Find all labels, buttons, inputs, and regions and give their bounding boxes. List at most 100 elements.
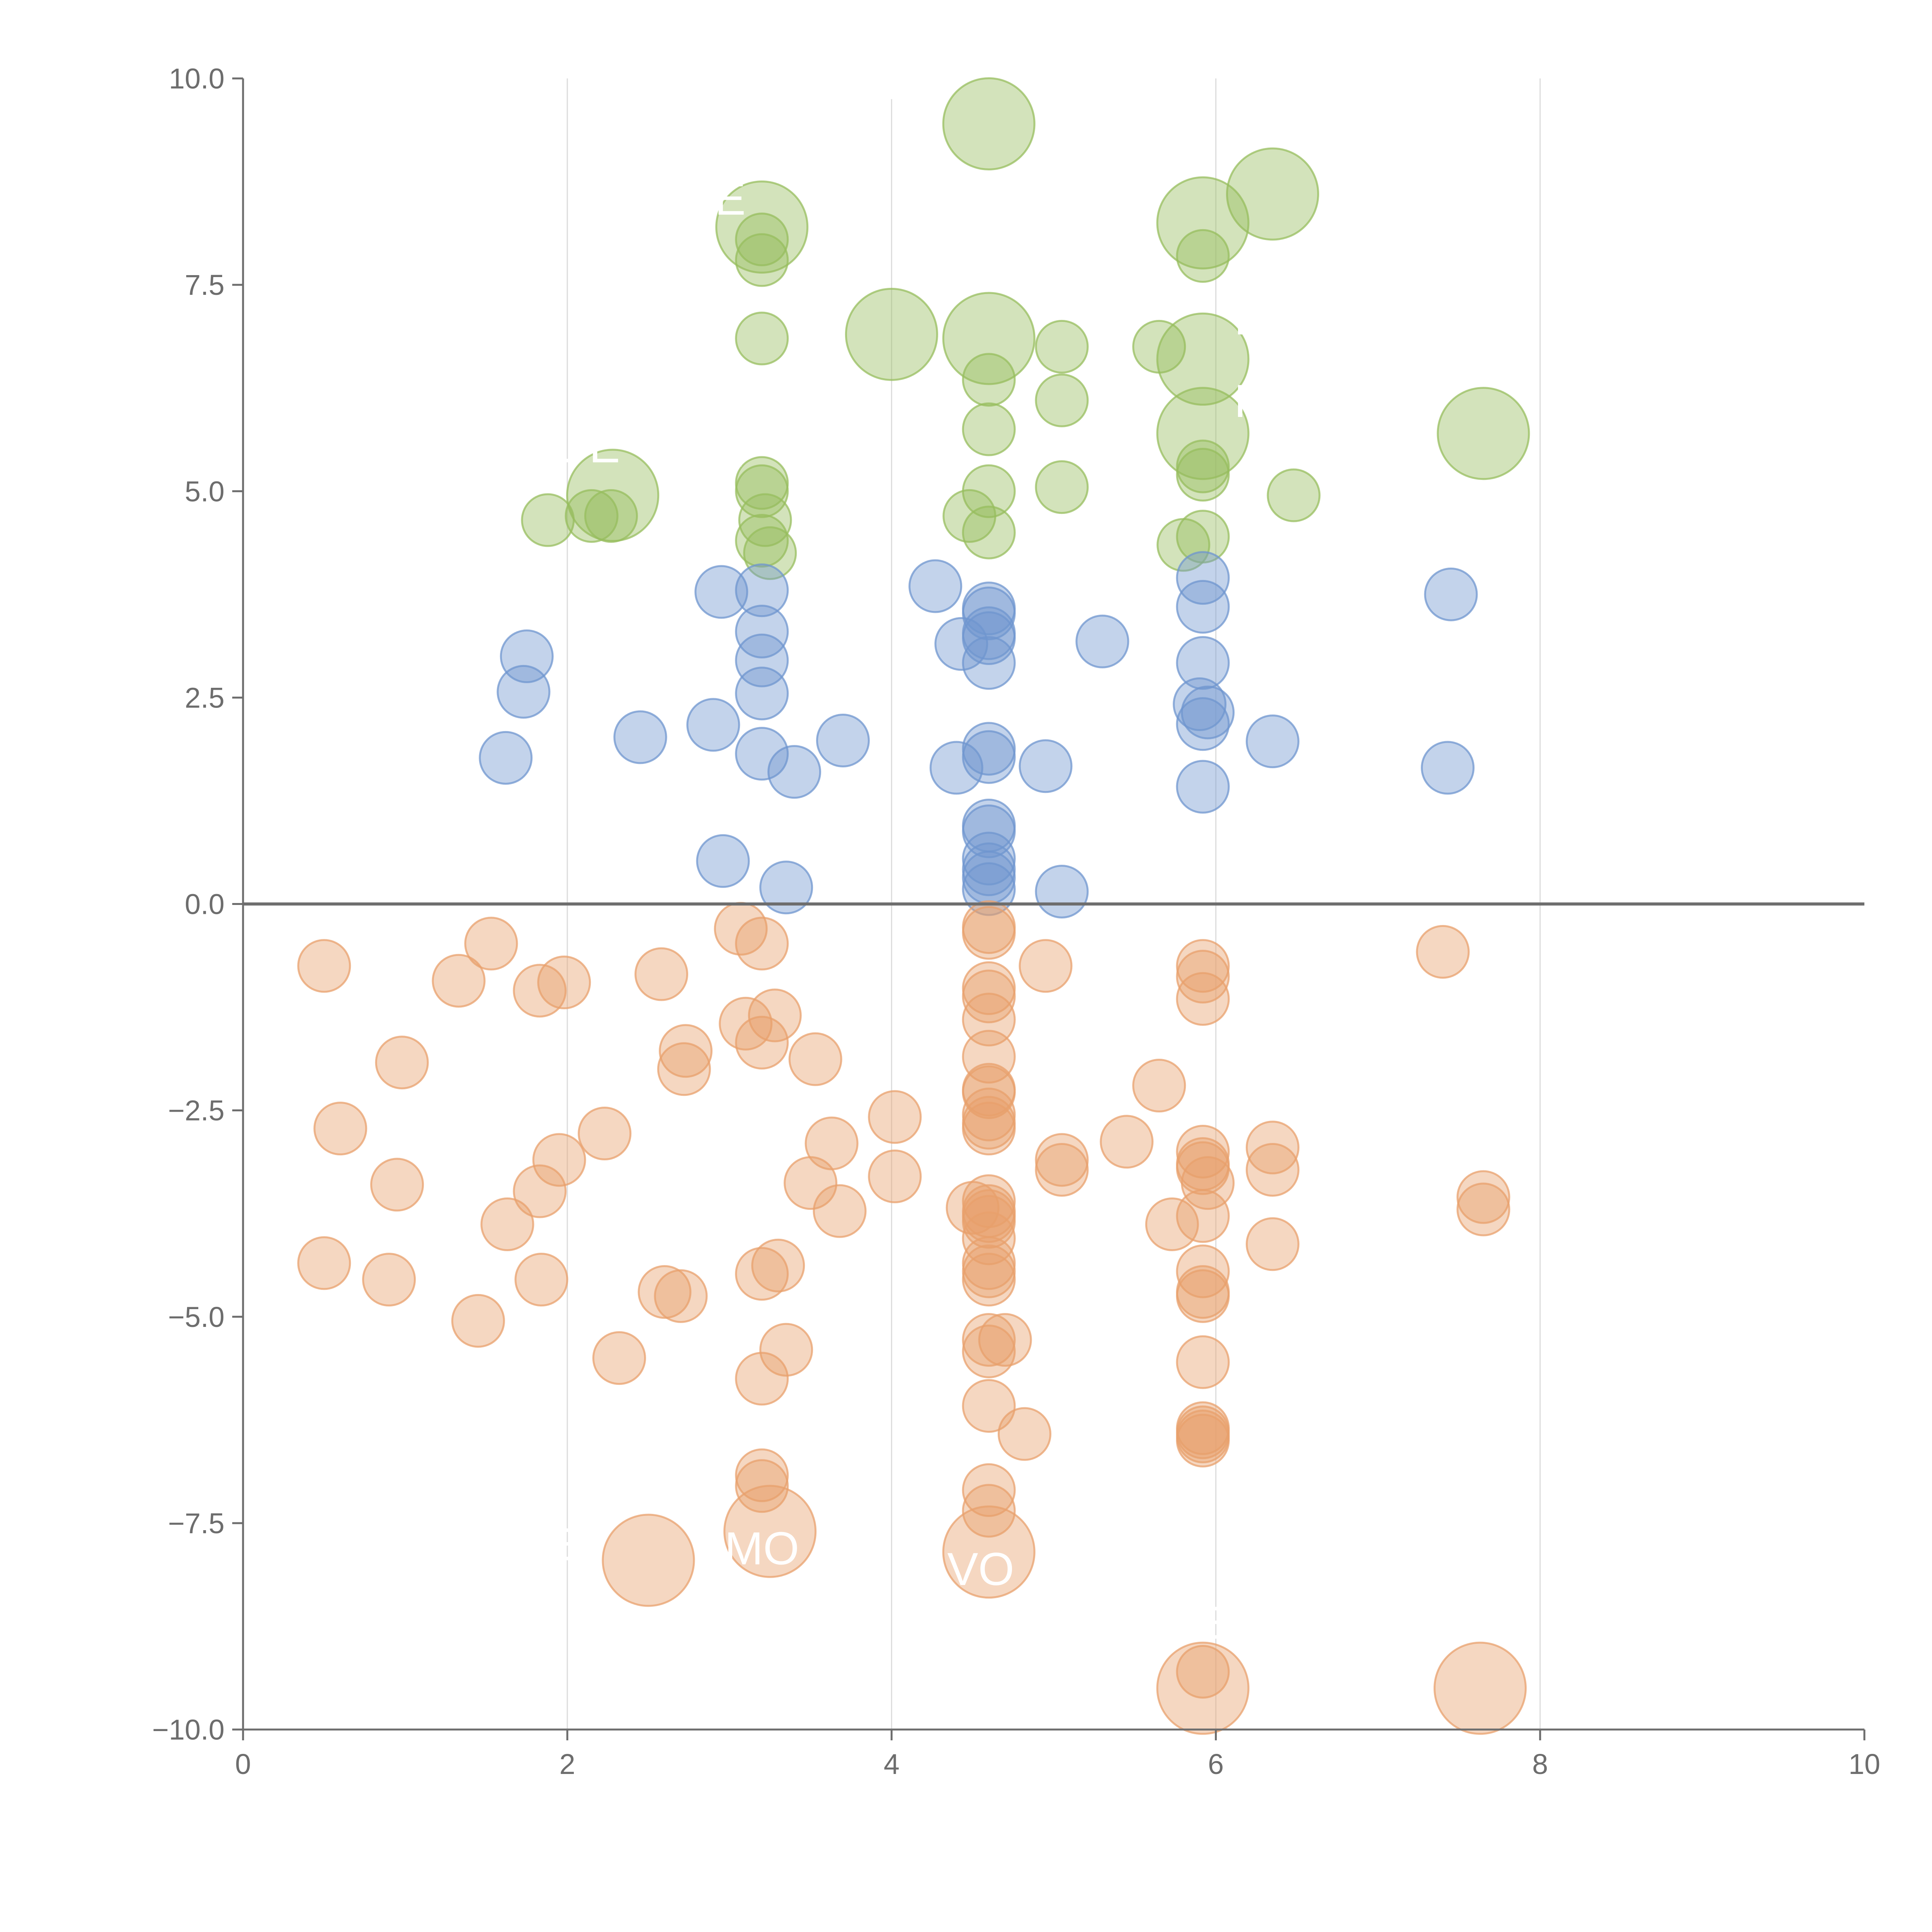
point-low-75 [1176, 1269, 1230, 1323]
annotation-label-3: I [1234, 293, 1247, 344]
point-mid-21 [1176, 697, 1230, 751]
point-low-63 [297, 1236, 351, 1290]
point-low-34 [578, 1106, 632, 1160]
point-low-71 [962, 1253, 1016, 1307]
point-low-29 [962, 1087, 1016, 1141]
point-high-1 [1226, 147, 1319, 241]
point-low-96 [602, 1514, 695, 1607]
point-mid-29 [479, 731, 533, 785]
point-high-28 [584, 489, 638, 543]
x-tick-label-1: 2 [560, 1748, 575, 1780]
point-high-12 [1156, 312, 1250, 406]
point-low-65 [751, 1238, 805, 1293]
point-high-17 [1437, 387, 1530, 480]
point-high-31 [962, 505, 1016, 560]
point-low-50 [1456, 1170, 1510, 1224]
point-low-58 [962, 1195, 1016, 1249]
point-high-21 [735, 464, 789, 518]
point-mid-15 [962, 636, 1016, 690]
annotation-label-2: I [1203, 90, 1216, 142]
annotation-label-5: I [733, 425, 745, 476]
point-low-47 [784, 1156, 838, 1210]
point-low-53 [1456, 1182, 1510, 1236]
point-high-19 [1176, 448, 1230, 502]
point-low-82 [1176, 1335, 1230, 1389]
point-low-60 [1145, 1197, 1199, 1251]
point-low-67 [735, 1247, 789, 1301]
annotation-label-13: E [1379, 1614, 1410, 1665]
series-mid [479, 551, 1478, 918]
point-low-43 [1245, 1143, 1299, 1197]
point-low-98 [1156, 1641, 1250, 1735]
point-low-4 [735, 917, 789, 971]
point-low-68 [1176, 1244, 1230, 1298]
y-tick-label-5: 2.5 [185, 682, 224, 714]
point-low-39 [532, 1133, 586, 1187]
point-low-54 [813, 1184, 867, 1238]
point-low-46 [370, 1158, 424, 1212]
point-low-81 [592, 1331, 646, 1385]
point-high-4 [735, 213, 789, 267]
point-mid-18 [735, 667, 789, 721]
point-low-16 [1176, 972, 1230, 1026]
point-low-95 [942, 1505, 1036, 1599]
annotation-label-1: I [885, 57, 898, 109]
point-low-45 [868, 1150, 922, 1204]
point-mid-42 [962, 862, 1016, 916]
point-mid-22 [686, 698, 740, 752]
point-low-21 [659, 1024, 713, 1078]
point-high-35 [743, 526, 797, 580]
point-mid-11 [934, 617, 988, 671]
point-mid-26 [962, 722, 1016, 776]
point-low-24 [375, 1036, 429, 1090]
point-low-93 [962, 1484, 1016, 1538]
point-mid-38 [696, 834, 750, 888]
point-low-18 [962, 993, 1016, 1047]
point-low-77 [962, 1313, 1016, 1367]
point-high-5 [735, 233, 789, 287]
point-low-79 [759, 1323, 813, 1377]
point-mid-37 [962, 832, 1016, 886]
y-tick-label-1: −7.5 [168, 1507, 224, 1539]
point-low-59 [480, 1197, 534, 1251]
point-high-6 [1176, 229, 1230, 283]
y-tick-label-4: 0.0 [185, 888, 224, 920]
point-low-9 [634, 947, 689, 1001]
point-low-7 [1019, 939, 1073, 993]
point-mid-24 [816, 713, 870, 767]
point-low-30 [868, 1090, 922, 1144]
point-mid-12 [1075, 614, 1129, 668]
point-high-25 [1267, 468, 1321, 522]
point-low-11 [432, 954, 486, 1008]
point-low-61 [962, 1211, 1016, 1265]
point-high-27 [565, 489, 619, 543]
point-high-8 [845, 287, 938, 381]
point-mid-34 [1176, 760, 1230, 814]
y-tick-label-7: 7.5 [185, 269, 224, 301]
point-mid-23 [613, 710, 667, 764]
point-mid-13 [500, 629, 554, 684]
point-mid-43 [1035, 864, 1089, 918]
point-mid-7 [962, 586, 1016, 640]
point-mid-0 [1176, 551, 1230, 605]
point-low-49 [513, 1164, 567, 1218]
point-mid-14 [735, 633, 789, 687]
x-tick-label-3: 6 [1208, 1748, 1224, 1780]
point-high-0 [942, 77, 1036, 171]
point-low-94 [723, 1485, 817, 1578]
y-tick-label-3: −2.5 [168, 1095, 224, 1127]
y-tick-label-8: 10.0 [169, 63, 224, 95]
point-low-78 [978, 1313, 1032, 1367]
point-low-3 [464, 917, 518, 971]
annotation-label-12: E [1201, 1597, 1231, 1649]
point-low-76 [451, 1294, 505, 1348]
point-mid-17 [497, 665, 551, 719]
x-tick-label-5: 10 [1849, 1748, 1880, 1780]
point-low-66 [962, 1244, 1016, 1298]
annotation-label-6: IE [748, 412, 792, 464]
point-mid-33 [767, 745, 821, 799]
point-high-9 [942, 292, 1036, 385]
point-mid-36 [962, 804, 1016, 858]
point-mid-32 [1421, 741, 1475, 795]
point-low-14 [513, 964, 567, 1018]
